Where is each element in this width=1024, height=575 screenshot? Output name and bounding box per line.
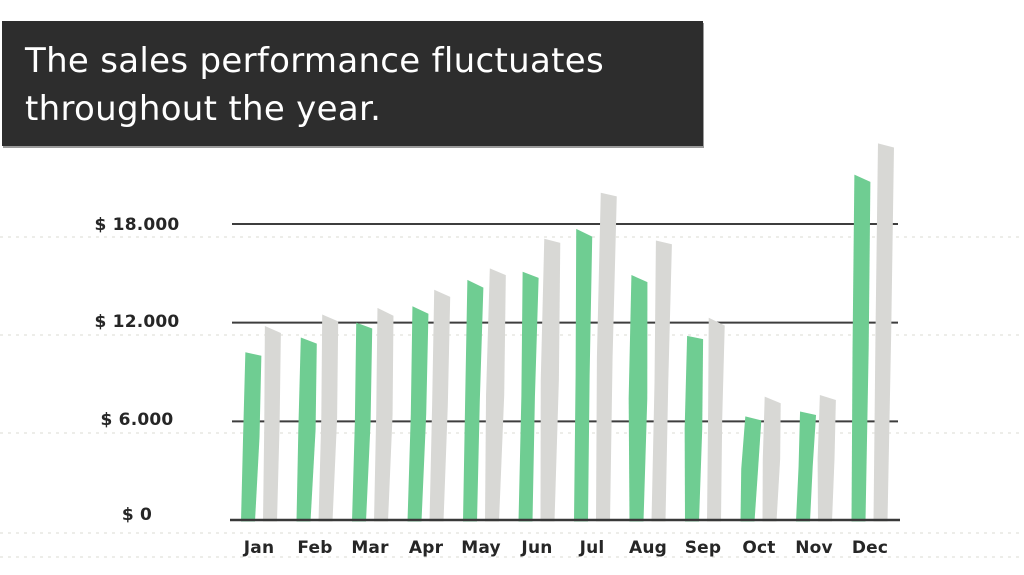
y-axis-tick-12000: $ 12.000 — [94, 312, 180, 332]
x-axis-tick-feb: Feb — [297, 538, 333, 558]
slide-title-line-1: The sales performance fluctuates — [25, 41, 604, 81]
x-axis-tick-jun: Jun — [521, 538, 553, 558]
x-axis-tick-oct: Oct — [742, 538, 776, 558]
x-axis-tick-jan: Jan — [243, 538, 275, 558]
bar-apr-gray-bars — [429, 289, 451, 522]
slide-title-line-2: throughout the year. — [25, 89, 382, 129]
bar-oct-gray-bars — [762, 396, 781, 522]
bar-mar-gray-bars — [374, 307, 394, 522]
bar-apr-green-bars — [407, 306, 429, 522]
x-axis-tick-nov: Nov — [795, 538, 833, 558]
bar-jul-gray-bars — [596, 192, 617, 522]
title-box: The sales performance fluctuates through… — [2, 21, 703, 146]
bar-nov-gray-bars — [817, 395, 836, 522]
bar-jun-gray-bars — [540, 238, 561, 522]
bar-sep-green-bars — [684, 335, 704, 522]
bar-dec-gray-bars — [873, 143, 894, 522]
bar-jan-green-bars — [241, 352, 262, 522]
x-axis-tick-jul: Jul — [579, 538, 605, 558]
bar-feb-green-bars — [296, 337, 317, 522]
bar-feb-gray-bars — [318, 314, 339, 522]
bar-dec-green-bars — [851, 174, 871, 522]
x-axis-tick-dec: Dec — [851, 538, 889, 558]
y-axis-tick-18000: $ 18.000 — [94, 215, 180, 235]
bar-jul-green-bars — [574, 228, 593, 522]
bar-jun-green-bars — [518, 271, 539, 522]
bar-may-green-bars — [463, 279, 484, 522]
bar-aug-gray-bars — [651, 240, 672, 522]
x-axis-tick-apr: Apr — [408, 538, 444, 558]
bar-mar-green-bars — [352, 322, 373, 522]
y-axis-tick-6000: $ 6.000 — [100, 410, 174, 430]
x-axis-tick-aug: Aug — [628, 538, 668, 558]
bar-aug-green-bars — [628, 274, 648, 522]
bar-may-gray-bars — [485, 268, 506, 522]
x-axis-tick-sep: Sep — [684, 538, 722, 558]
y-axis-tick-0: $ 0 — [121, 505, 153, 525]
bar-nov-green-bars — [796, 411, 817, 522]
bar-oct-green-bars — [740, 416, 762, 522]
x-axis-tick-may: May — [461, 538, 501, 558]
x-axis-tick-mar: Mar — [351, 538, 389, 558]
bar-jan-gray-bars — [263, 325, 281, 522]
bar-sep-gray-bars — [707, 317, 725, 522]
